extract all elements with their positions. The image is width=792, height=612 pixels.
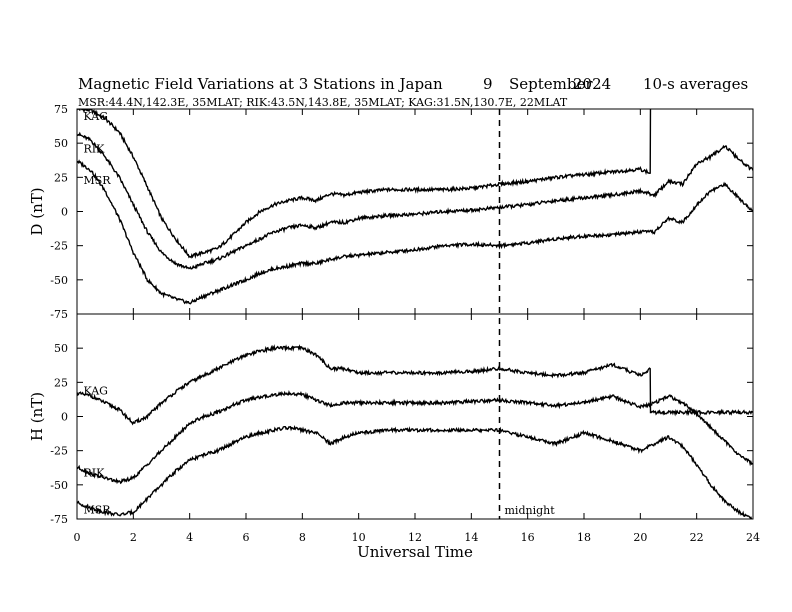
trace-top-rik [77, 131, 753, 270]
averaging-label: 10-s averages [643, 75, 748, 93]
station-label-rik: RIK [83, 143, 105, 156]
y-tick-label: 0 [61, 206, 68, 219]
top-panel-frame [76, 108, 754, 315]
x-tick-label: 4 [186, 531, 193, 544]
date-month: September [509, 75, 593, 93]
x-tick-label: 18 [577, 531, 591, 544]
y-tick-label: 0 [61, 411, 68, 424]
stations-info: MSR:44.4N,142.3E, 35MLAT; RIK:43.5N,143.… [78, 96, 568, 109]
trace-top-kag [77, 109, 652, 259]
y-tick-label: -50 [50, 479, 68, 492]
x-axis-label: Universal Time [357, 543, 473, 561]
x-axis-ticks: 0 2 4 6 8 10 12 14 16 18 20 22 24 [74, 531, 761, 544]
top-y-axis-label: D (nT) [28, 187, 46, 235]
y-tick-label: 50 [54, 137, 68, 150]
x-tick-label: 22 [690, 531, 704, 544]
top-panel-station-labels: KAG RIK MSR [83, 110, 111, 187]
date-year: 2024 [573, 75, 611, 93]
trace-bottom-kag [77, 344, 753, 426]
station-label-kag: KAG [83, 110, 108, 123]
top-panel-traces [77, 109, 753, 305]
bottom-y-axis-label: H (nT) [28, 392, 46, 441]
station-label-msr: MSR [83, 503, 111, 516]
midnight-label: midnight [505, 504, 556, 517]
y-tick-label: 25 [54, 171, 68, 184]
station-label-rik: RIK [83, 467, 105, 480]
x-tick-label: 24 [746, 531, 760, 544]
station-label-kag: KAG [83, 385, 108, 398]
trace-top-msr [77, 159, 753, 305]
x-tick-label: 6 [243, 531, 250, 544]
date-day: 9 [483, 75, 493, 93]
y-tick-label: -25 [50, 240, 68, 253]
x-tick-label: 14 [464, 531, 478, 544]
trace-bottom-rik [77, 389, 753, 485]
bottom-panel-station-labels: KAG RIK MSR [83, 385, 111, 517]
bottom-panel-axes: 50 25 0 -25 -50 -75 [50, 314, 754, 526]
bottom-panel-frame [76, 313, 754, 520]
x-tick-label: 12 [408, 531, 422, 544]
x-tick-label: 20 [633, 531, 647, 544]
y-tick-label: -50 [50, 274, 68, 287]
x-tick-label: 0 [74, 531, 81, 544]
x-tick-label: 8 [299, 531, 306, 544]
bottom-panel-traces [77, 344, 753, 519]
chart-title: Magnetic Field Variations at 3 Stations … [78, 75, 443, 93]
y-tick-label: 75 [54, 103, 68, 116]
y-tick-label: 50 [54, 342, 68, 355]
y-tick-label: -75 [50, 513, 68, 526]
x-tick-label: 10 [352, 531, 366, 544]
x-tick-label: 16 [521, 531, 535, 544]
trace-bottom-msr [77, 425, 753, 519]
top-panel-axes: 75 50 25 0 -25 -50 -75 [50, 103, 754, 321]
y-tick-label: 25 [54, 376, 68, 389]
x-tick-label: 2 [130, 531, 137, 544]
y-tick-label: -75 [50, 308, 68, 321]
station-label-msr: MSR [83, 174, 111, 187]
y-tick-label: -25 [50, 445, 68, 458]
